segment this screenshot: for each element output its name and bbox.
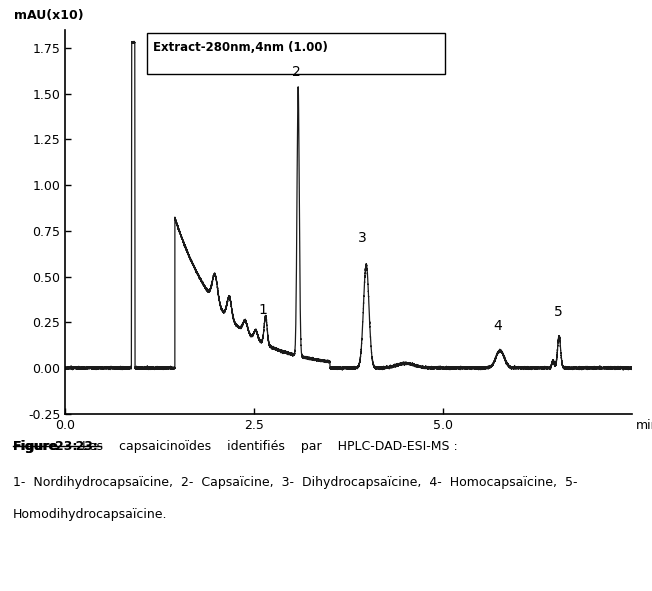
Text: 2: 2 [291,65,301,79]
Text: 4: 4 [494,319,502,333]
Text: Extract-280nm,4nm (1.00): Extract-280nm,4nm (1.00) [153,41,328,54]
Text: Les    capsaicinoïdes    identifiés    par    HPLC-DAD-ESI-MS :: Les capsaicinoïdes identifiés par HPLC-D… [82,440,457,453]
Bar [147,34,445,74]
Text: min: min [636,419,652,432]
Text: 3: 3 [358,232,367,245]
Text: 5: 5 [554,304,563,319]
Text: 1-  Nordihydrocapsaïcine,  2-  Capsaïcine,  3-  Dihydrocapsaïcine,  4-  Homocaps: 1- Nordihydrocapsaïcine, 2- Capsaïcine, … [13,476,578,489]
Text: Figure    23:: Figure 23: [13,440,98,453]
Text: mAU(x10): mAU(x10) [14,9,83,22]
Text: 1: 1 [259,303,268,317]
Text: 23:: 23: [55,440,78,453]
Text: Figure: Figure [13,440,58,453]
Text: Homodihydrocapsaïcine.: Homodihydrocapsaïcine. [13,508,168,521]
